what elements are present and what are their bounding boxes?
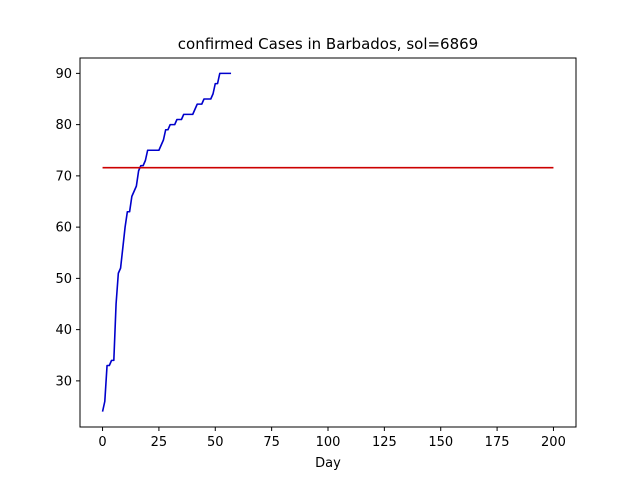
x-axis: 0 25 50 75 100 125 150 175 200 — [98, 427, 566, 450]
x-tick-label: 100 — [316, 435, 341, 450]
x-tick-label: 150 — [428, 435, 453, 450]
y-tick-label: 90 — [55, 67, 72, 82]
y-tick-label: 40 — [55, 323, 72, 338]
x-tick-label: 75 — [263, 435, 280, 450]
plot-lines — [101, 72, 554, 412]
y-axis: 30 40 50 60 70 80 90 — [55, 67, 80, 389]
y-tick-label: 30 — [55, 374, 72, 389]
x-tick-label: 0 — [98, 435, 106, 450]
x-axis-label: Day — [315, 456, 341, 471]
x-tick-label: 25 — [151, 435, 168, 450]
x-tick-label: 200 — [541, 435, 566, 450]
y-tick-label: 80 — [55, 118, 72, 133]
x-tick-label: 125 — [372, 435, 397, 450]
y-tick-label: 70 — [55, 169, 72, 184]
y-tick-label: 60 — [55, 221, 72, 236]
chart-title: confirmed Cases in Barbados, sol=6869 — [178, 35, 478, 53]
y-tick-label: 50 — [55, 272, 72, 287]
x-tick-label: 175 — [485, 435, 510, 450]
series-line-1 — [101, 72, 232, 412]
x-tick-label: 50 — [207, 435, 224, 450]
